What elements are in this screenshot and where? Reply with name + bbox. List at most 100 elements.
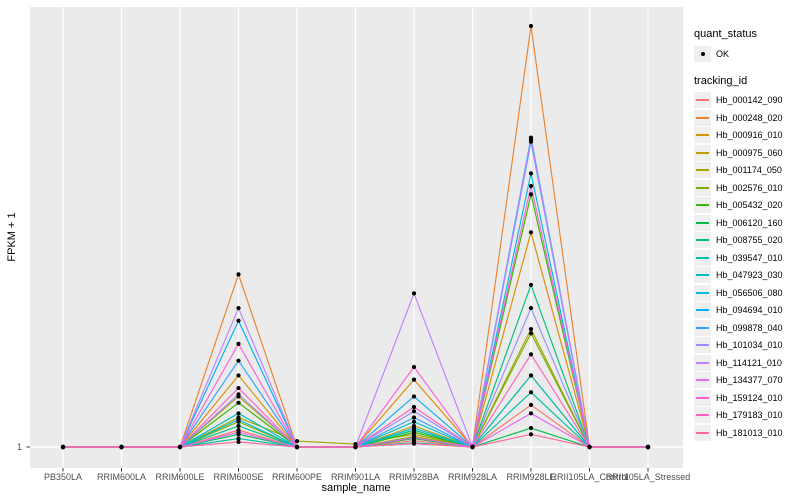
legend-item-Hb_047923_030: Hb_047923_030 bbox=[694, 267, 800, 285]
series-color-line-icon bbox=[696, 396, 709, 399]
legend-key-box bbox=[694, 92, 711, 109]
legend-item-label: Hb_001174_050 bbox=[716, 165, 782, 176]
x-tick-label-RRIM901LA: RRIM901LA bbox=[330, 472, 381, 482]
series-color-line-icon bbox=[696, 326, 709, 329]
legend-tracking-id-items: Hb_000142_090 Hb_000248_020 Hb_000916_010 H… bbox=[690, 92, 800, 442]
legend-key-box bbox=[694, 407, 711, 424]
point-Hb_006120_160-RRIM928LE bbox=[528, 425, 534, 431]
legend-item-label: Hb_047923_030 bbox=[716, 270, 783, 281]
legend-key-box bbox=[694, 45, 711, 62]
series-color-line-icon bbox=[696, 291, 709, 294]
legend-item-Hb_101034_010: Hb_101034_010 bbox=[694, 337, 800, 355]
legend-item-Hb_002576_010: Hb_002576_010 bbox=[694, 179, 800, 197]
point-Hb_001174_050-RRIM901LA bbox=[353, 441, 358, 447]
point-Hb_181013_010-RRII105LA_Stressed bbox=[645, 444, 651, 450]
point-Hb_000916_010-RRIM928BA bbox=[411, 377, 417, 382]
legend-item-label: Hb_094694_010 bbox=[716, 305, 783, 316]
point-Hb_181013_010-RRII105LA_Control bbox=[587, 444, 592, 450]
legend-title-tracking-id: tracking_id bbox=[694, 74, 748, 87]
point-Hb_181013_010-RRIM600PE bbox=[294, 444, 300, 450]
point-Hb_134377_070-RRIM600SE bbox=[236, 430, 241, 435]
point-Hb_181013_010-RRIM928LA bbox=[470, 444, 475, 450]
legend-item-Hb_114121_010: Hb_114121_010 bbox=[694, 354, 800, 372]
point-Hb_179183_010-RRIM928LE bbox=[528, 352, 534, 357]
point-Hb_134377_070-RRIM928BA bbox=[411, 435, 417, 440]
series-color-line-icon bbox=[696, 274, 709, 277]
series-color-line-icon bbox=[696, 431, 709, 434]
series-color-line-icon bbox=[696, 116, 709, 119]
legend-key-box bbox=[694, 214, 711, 231]
legend-key-box bbox=[694, 144, 711, 161]
point-Hb_000248_020-RRIM600SE bbox=[236, 272, 241, 277]
legend-key-box bbox=[694, 284, 711, 301]
point-Hb_008755_020-RRIM928LE bbox=[528, 282, 534, 288]
legend-key-box bbox=[694, 302, 711, 319]
series-color-line-icon bbox=[696, 414, 709, 417]
point-Hb_134377_070-RRIM928LE bbox=[528, 411, 534, 416]
point-Hb_159124_010-RRIM600SE bbox=[236, 341, 241, 346]
x-tick-label-PB350LA: PB350LA bbox=[43, 472, 83, 482]
point-Hb_181013_010-PB350LA bbox=[60, 444, 66, 450]
x-tick-label-RRIM600PE: RRIM600PE bbox=[271, 472, 323, 482]
point-Hb_181013_010-RRIM928LE bbox=[528, 432, 534, 437]
point-Hb_056506_080-RRIM928LE bbox=[528, 171, 534, 176]
legend-key-box bbox=[694, 249, 711, 266]
legend-item-label: Hb_056506_080 bbox=[716, 287, 783, 298]
legend-title-quant-status: quant_status bbox=[694, 28, 757, 40]
point-Hb_114121_010-RRIM928LE bbox=[528, 137, 534, 142]
legend-item-label: OK bbox=[716, 48, 730, 59]
point-Hb_181013_010-RRIM600LE bbox=[177, 444, 183, 450]
x-tick-label-RRII105LA_Control: RRII105LA_Control bbox=[550, 472, 629, 482]
point-Hb_094694_010-RRIM600SE bbox=[236, 318, 241, 323]
point-Hb_159124_010-RRIM928LE bbox=[528, 183, 534, 189]
point-Hb_000248_020-RRIM928LE bbox=[528, 23, 534, 29]
point-Hb_000916_010-RRIM600SE bbox=[236, 373, 241, 378]
series-color-line-icon bbox=[696, 134, 709, 137]
series-color-line-icon bbox=[696, 309, 709, 312]
legend-item-label: Hb_000916_010 bbox=[716, 130, 783, 141]
x-tick-label-RRIM928LE: RRIM928LE bbox=[506, 472, 556, 482]
legend-key-box bbox=[694, 267, 711, 284]
point-Hb_181013_010-RRIM928BA bbox=[411, 441, 417, 446]
point-Hb_039547_010-RRIM600SE bbox=[236, 436, 241, 441]
point-Hb_001174_050-RRIM928LE bbox=[528, 327, 534, 332]
point-Hb_179183_010-RRIM600SE bbox=[236, 385, 241, 391]
legend-item-label: Hb_000142_090 bbox=[716, 95, 783, 106]
legend-item-Hb_056506_080: Hb_056506_080 bbox=[694, 284, 800, 302]
legend-item-Hb_039547_010: Hb_039547_010 bbox=[694, 249, 800, 267]
legend-item-Hb_000975_060: Hb_000975_060 bbox=[694, 144, 800, 162]
series-color-line-icon bbox=[696, 99, 709, 102]
series-color-line-icon bbox=[696, 151, 709, 154]
legend-item-quant-status-ok: OK bbox=[694, 45, 800, 63]
legend-key-box bbox=[694, 372, 711, 389]
point-marker-icon bbox=[700, 51, 705, 56]
legend-key-box bbox=[694, 197, 711, 214]
legend-item-Hb_134377_070: Hb_134377_070 bbox=[694, 372, 800, 390]
legend-key-box bbox=[694, 389, 711, 406]
point-Hb_008755_020-RRIM600SE bbox=[236, 423, 241, 429]
legend-item-Hb_008755_020: Hb_008755_020 bbox=[694, 232, 800, 250]
y-axis-tick-label: 1 bbox=[16, 442, 22, 452]
legend-key-box bbox=[694, 354, 711, 371]
point-Hb_005432_020-RRIM928LE bbox=[528, 192, 534, 197]
legend-item-Hb_000142_090: Hb_000142_090 bbox=[694, 92, 800, 110]
legend-item-label: Hb_006120_160 bbox=[716, 217, 783, 228]
legend-item-Hb_181013_010: Hb_181013_010 bbox=[694, 424, 800, 442]
point-Hb_002576_010-RRIM928LE bbox=[528, 331, 534, 336]
legend-item-label: Hb_099878_040 bbox=[716, 322, 783, 333]
series-color-line-icon bbox=[696, 186, 709, 189]
series-color-line-icon bbox=[696, 361, 709, 364]
legend-item-Hb_005432_020: Hb_005432_020 bbox=[694, 197, 800, 215]
point-Hb_047923_030-RRIM928BA bbox=[411, 419, 417, 424]
x-tick-label-RRIM600LE: RRIM600LE bbox=[155, 472, 205, 482]
point-Hb_047923_030-RRIM600SE bbox=[236, 411, 241, 416]
point-Hb_000142_090-RRIM928LE bbox=[528, 402, 534, 407]
legend-item-label: Hb_005432_020 bbox=[716, 200, 783, 211]
point-Hb_114121_010-RRIM928BA bbox=[411, 291, 417, 296]
legend-key-box bbox=[694, 109, 711, 126]
point-Hb_179183_010-RRIM928BA bbox=[411, 404, 417, 410]
legend-item-Hb_159124_010: Hb_159124_010 bbox=[694, 389, 800, 407]
series-color-line-icon bbox=[696, 256, 709, 259]
legend-key-box bbox=[694, 424, 711, 441]
